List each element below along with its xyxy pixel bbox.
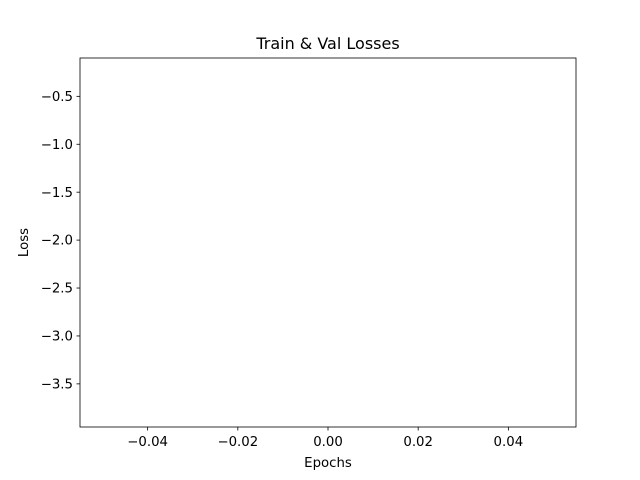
y-tick-label: −1.0 — [41, 138, 73, 153]
x-tick-label: 0.04 — [494, 435, 524, 450]
x-tick-label: 0.00 — [313, 435, 343, 450]
y-tick-label: −3.5 — [41, 377, 73, 392]
y-tick-label: −3.0 — [41, 330, 73, 345]
y-axis-label: Loss — [17, 228, 32, 257]
x-axis-ticks: −0.04 −0.02 0.00 0.02 0.04 — [127, 427, 523, 450]
y-tick-label: −1.5 — [41, 186, 73, 201]
x-tick-label: 0.02 — [403, 435, 433, 450]
y-tick-label: −0.5 — [41, 90, 73, 105]
x-tick-label: −0.04 — [127, 435, 168, 450]
y-axis-ticks: −0.5 −1.0 −1.5 −2.0 −2.5 −3.0 −3.5 — [41, 90, 80, 392]
y-tick-label: −2.0 — [41, 234, 73, 249]
y-tick-label: −2.5 — [41, 282, 73, 297]
plot-area — [80, 58, 576, 427]
chart-title: Train & Val Losses — [255, 34, 399, 53]
x-axis-label: Epochs — [304, 456, 352, 471]
plot-frame — [79, 57, 577, 428]
x-tick-label: −0.02 — [217, 435, 258, 450]
